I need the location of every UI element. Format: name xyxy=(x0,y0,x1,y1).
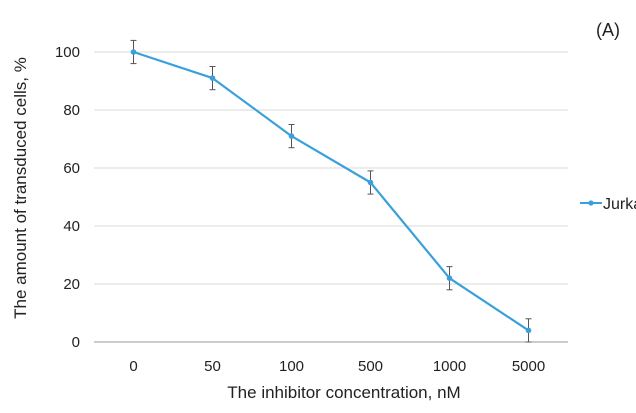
y-tick-label-80: 80 xyxy=(63,102,80,119)
x-tick-label-0: 0 xyxy=(129,358,137,375)
data-point-500 xyxy=(367,179,374,186)
x-tick-labels: 0 50 100 500 1000 5000 xyxy=(129,358,545,375)
data-point-5000 xyxy=(525,327,532,334)
data-point-1000 xyxy=(446,275,453,282)
x-axis-label: The inhibitor concentration, nM xyxy=(227,383,460,402)
y-tick-label-20: 20 xyxy=(63,276,80,293)
legend-label-jurkat: Jurkat xyxy=(603,196,636,213)
y-tick-label-0: 0 xyxy=(72,334,80,351)
x-tick-label-100: 100 xyxy=(279,358,304,375)
gridlines xyxy=(94,51,568,285)
data-point-0 xyxy=(130,49,137,55)
series-line-jurkat xyxy=(133,50,530,332)
x-tick-label-50: 50 xyxy=(204,358,221,375)
data-point-100 xyxy=(288,133,295,139)
y-tick-label-60: 60 xyxy=(63,160,80,177)
x-tick-label-1000: 1000 xyxy=(433,358,466,375)
data-point-50 xyxy=(209,75,216,81)
x-tick-label-5000: 5000 xyxy=(512,358,545,375)
legend-swatch-marker xyxy=(588,200,594,206)
y-tick-label-40: 40 xyxy=(63,218,80,235)
series-group xyxy=(130,39,532,343)
legend: Jurkat xyxy=(580,196,636,213)
panel-label: (A) xyxy=(596,20,620,40)
y-axis-label: The amount of transduced cells, % xyxy=(11,57,30,319)
y-tick-label-100: 100 xyxy=(55,44,80,61)
y-tick-labels: 0 20 40 60 80 100 xyxy=(55,44,80,351)
x-tick-label-500: 500 xyxy=(358,358,383,375)
